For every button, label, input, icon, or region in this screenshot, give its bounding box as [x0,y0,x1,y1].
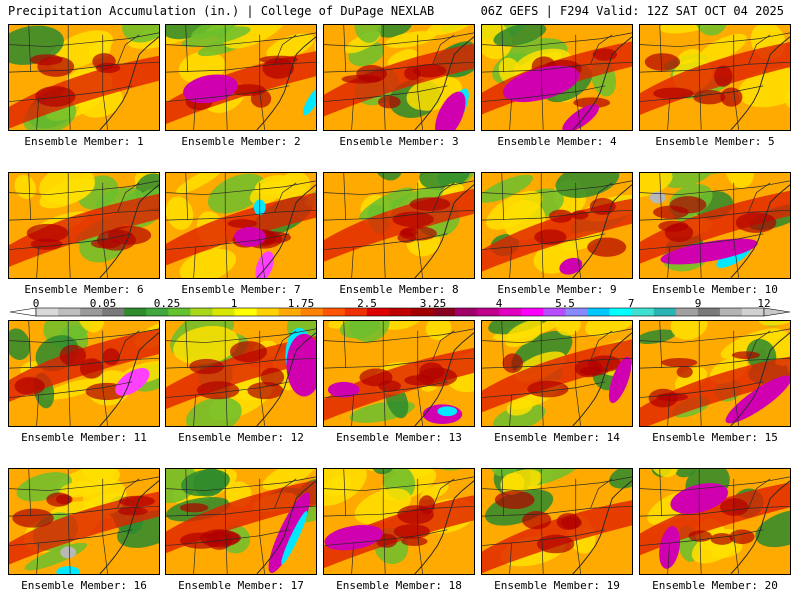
colorbar-swatch [521,308,544,316]
ensemble-member-label: Ensemble Member: 8 [339,283,459,296]
ensemble-map-11 [8,320,160,427]
colorbar-swatch [168,308,191,316]
colorbar-swatch [388,308,412,316]
colorbar-swatch [433,308,456,316]
ensemble-map-14 [481,320,633,427]
colorbar-swatch [322,308,346,316]
colorbar-swatch [609,308,632,316]
colorbar-swatch [102,308,125,316]
colorbar-tick-label: 0 [32,297,40,310]
colorbar-right-arrow [763,307,791,317]
colorbar-swatch [278,308,302,316]
ensemble-map-7 [165,172,317,279]
colorbar-tick-label: 7 [627,297,635,310]
colorbar-swatch [719,308,743,316]
colorbar-tick-label: 3.25 [419,297,447,310]
ensemble-member-label: Ensemble Member: 9 [497,283,617,296]
ensemble-member-label: Ensemble Member: 6 [24,283,144,296]
colorbar-swatch [58,308,81,316]
map-title: Precipitation Accumulation (in.) | Colle… [8,4,435,18]
colorbar-swatch [565,308,588,316]
colorbar-swatch [300,308,324,316]
ensemble-member-label: Ensemble Member: 3 [339,135,459,148]
ensemble-map-19 [481,468,633,575]
colorbar-tick-label: 0.05 [89,297,117,310]
ensemble-member-label: Ensemble Member: 13 [336,431,462,444]
ensemble-member-label: Ensemble Member: 11 [21,431,147,444]
colorbar-swatch [124,308,147,316]
colorbar-swatch [36,308,59,316]
colorbar-tick-label: 1 [230,297,238,310]
ensemble-member-label: Ensemble Member: 19 [494,579,620,592]
ensemble-map-8 [323,172,475,279]
ensemble-member-label: Ensemble Member: 5 [655,135,775,148]
color-scale-bar [9,307,791,317]
colorbar-tick-label: 12 [757,297,771,310]
colorbar-swatch [653,308,677,316]
colorbar-swatch [212,308,235,316]
colorbar-swatch [631,308,654,316]
ensemble-member-label: Ensemble Member: 14 [494,431,620,444]
ensemble-member-label: Ensemble Member: 18 [336,579,462,592]
colorbar-swatch [477,308,500,316]
colorbar-swatch [190,308,213,316]
ensemble-map-15 [639,320,791,427]
colorbar-swatch [366,308,390,316]
colorbar-swatch [455,308,478,316]
ensemble-map-20 [639,468,791,575]
colorbar-tick-label: 1.75 [287,297,315,310]
colorbar-swatch [499,308,522,316]
colorbar-swatch [344,308,368,316]
ensemble-map-13 [323,320,475,427]
ensemble-map-16 [8,468,160,575]
colorbar-tick-label: 5.5 [555,297,575,310]
colorbar-tick-label: 0.25 [153,297,181,310]
colorbar-swatch [234,308,257,316]
colorbar-tick-label: 2.5 [357,297,377,310]
ensemble-member-label: Ensemble Member: 15 [652,431,778,444]
colorbar-swatch [543,308,566,316]
colorbar-swatch [256,308,279,316]
ensemble-map-3 [323,24,475,131]
colorbar-swatch [741,308,765,316]
colorbar-swatch [80,308,103,316]
colorbar-tick-label: 4 [495,297,503,310]
ensemble-map-4 [481,24,633,131]
ensemble-map-12 [165,320,317,427]
ensemble-map-17 [165,468,317,575]
ensemble-map-5 [639,24,791,131]
ensemble-member-label: Ensemble Member: 7 [181,283,301,296]
ensemble-member-label: Ensemble Member: 10 [652,283,778,296]
ensemble-member-label: Ensemble Member: 4 [497,135,617,148]
colorbar-swatch [411,308,434,316]
ensemble-map-9 [481,172,633,279]
ensemble-map-10 [639,172,791,279]
ensemble-map-2 [165,24,317,131]
colorbar-swatch [587,308,610,316]
ensemble-member-label: Ensemble Member: 16 [21,579,147,592]
colorbar-swatch [675,308,699,316]
colorbar-swatch [697,308,721,316]
ensemble-map-18 [323,468,475,575]
run-info: 06Z GEFS | F294 Valid: 12Z SAT OCT 04 20… [480,4,784,18]
ensemble-map-6 [8,172,160,279]
ensemble-member-label: Ensemble Member: 1 [24,135,144,148]
ensemble-member-label: Ensemble Member: 20 [652,579,778,592]
ensemble-map-1 [8,24,160,131]
colorbar-tick-label: 9 [694,297,702,310]
ensemble-member-label: Ensemble Member: 12 [178,431,304,444]
ensemble-member-label: Ensemble Member: 2 [181,135,301,148]
colorbar-swatch [146,308,169,316]
ensemble-member-label: Ensemble Member: 17 [178,579,304,592]
